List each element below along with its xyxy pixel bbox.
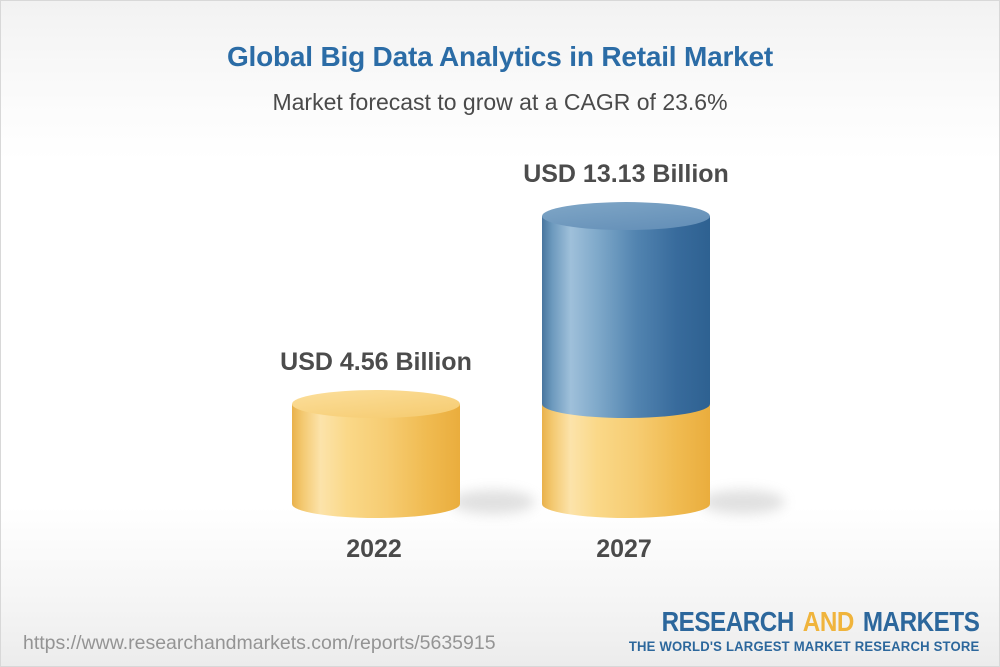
- logo-word-research: RESEARCH: [661, 606, 794, 637]
- logo-word-and: AND: [802, 606, 854, 637]
- value-label-2027: USD 13.13 Billion: [523, 160, 729, 189]
- logo-tagline: THE WORLD'S LARGEST MARKET RESEARCH STOR…: [628, 639, 979, 654]
- page-subtitle: Market forecast to grow at a CAGR of 23.…: [272, 89, 728, 115]
- research-and-markets-logo: RESEARCH AND MARKETS THE WORLD'S LARGEST…: [618, 606, 979, 654]
- page-title: Global Big Data Analytics in Retail Mark…: [226, 41, 774, 72]
- value-label-2022: USD 4.56 Billion: [280, 348, 472, 376]
- report-url: https://www.researchandmarkets.com/repor…: [23, 632, 496, 654]
- logo-word-markets: MARKETS: [862, 606, 979, 637]
- category-label-2022: 2022: [346, 535, 402, 563]
- category-label-2027: 2027: [596, 535, 652, 563]
- logo-wordmark: RESEARCH AND MARKETS: [661, 606, 979, 638]
